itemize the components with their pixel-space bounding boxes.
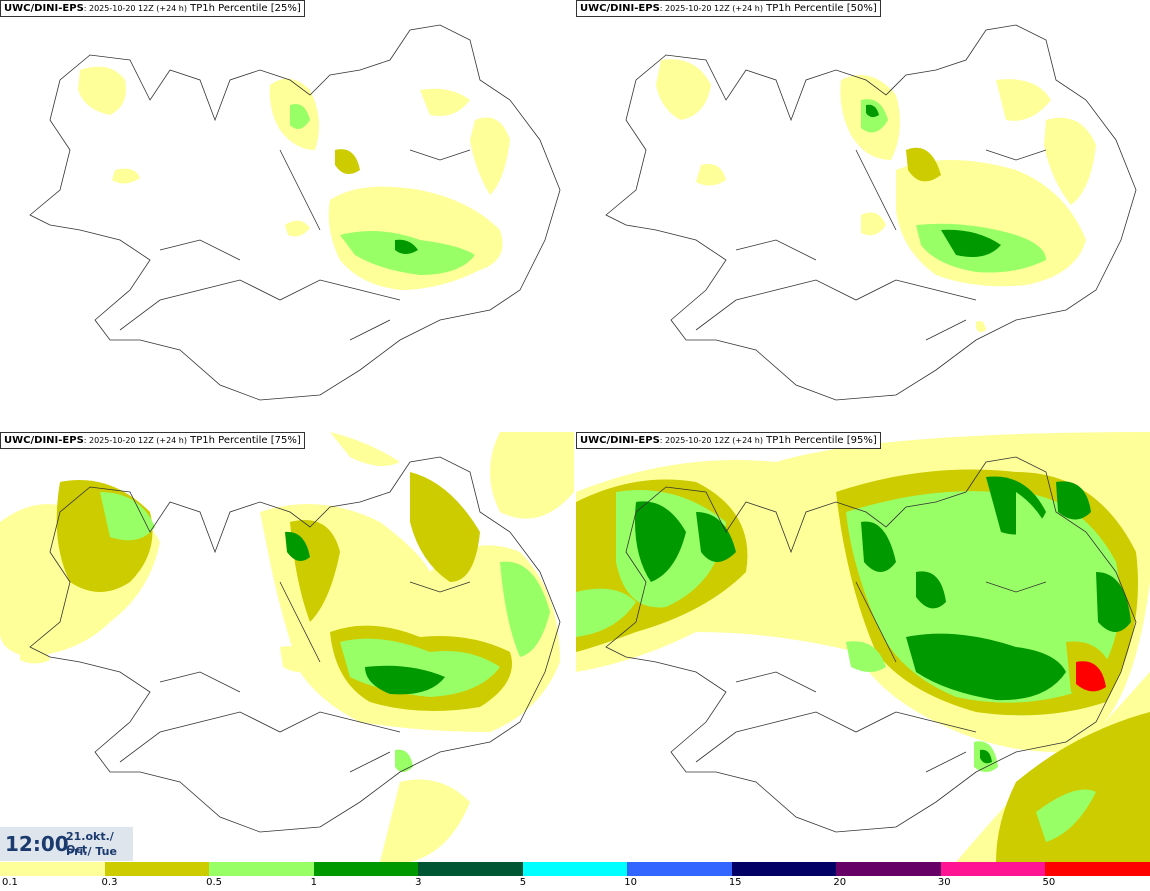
legend-swatch — [1045, 862, 1150, 876]
legend-swatch — [940, 862, 1046, 876]
map-panel-p50: UWC/DINI-EPS: 2025-10-20 12Z (+24 h) TP1… — [576, 0, 1150, 430]
map-panel-p75: UWC/DINI-EPS: 2025-10-20 12Z (+24 h) TP1… — [0, 432, 574, 862]
panel-title: UWC/DINI-EPS: 2025-10-20 12Z (+24 h) TP1… — [0, 432, 305, 449]
legend-tick: 30 — [937, 877, 951, 888]
model-name: UWC/DINI-EPS — [4, 435, 84, 446]
map-panel-p25: UWC/DINI-EPS: 2025-10-20 12Z (+24 h) TP1… — [0, 0, 574, 430]
legend-swatch — [418, 862, 524, 876]
legend-swatch — [522, 862, 628, 876]
valid-date: 21.okt./ Oct — [66, 830, 114, 856]
legend-tick: 3 — [415, 877, 422, 888]
legend-ticks: 0.1 0.3 0.5 1 3 5 10 15 20 30 50 — [0, 876, 1150, 891]
legend-tick: 0.3 — [101, 877, 118, 888]
model-name: UWC/DINI-EPS — [4, 3, 84, 14]
legend-swatch — [104, 862, 210, 876]
legend-swatch — [0, 862, 106, 876]
field-name: TP1h Percentile [75%] — [186, 435, 301, 446]
legend-swatch — [731, 862, 837, 876]
run-info: : 2025-10-20 12Z (+24 h) — [83, 436, 187, 445]
coastline — [29, 24, 561, 401]
legend-tick: 5 — [519, 877, 527, 888]
legend-swatch — [627, 862, 733, 876]
legend-swatch — [209, 862, 315, 876]
field-name: TP1h Percentile [95%] — [762, 435, 877, 446]
panel-title: UWC/DINI-EPS: 2025-10-20 12Z (+24 h) TP1… — [576, 0, 881, 17]
coastline — [605, 24, 1137, 401]
model-name: UWC/DINI-EPS — [580, 3, 660, 14]
valid-hour: 12:00 — [5, 832, 69, 856]
precip-map-p75 — [0, 432, 574, 862]
panel-title: UWC/DINI-EPS: 2025-10-20 12Z (+24 h) TP1… — [0, 0, 305, 17]
legend-swatch — [836, 862, 942, 876]
coastline — [29, 456, 561, 833]
field-name: TP1h Percentile [25%] — [186, 3, 301, 14]
legend-tick: 20 — [833, 877, 847, 888]
run-info: : 2025-10-20 12Z (+24 h) — [659, 4, 763, 13]
precip-fill — [656, 59, 1096, 333]
precip-fill — [78, 66, 510, 290]
precip-fill — [0, 432, 574, 862]
legend-swatch — [313, 862, 419, 876]
field-name: TP1h Percentile [50%] — [762, 3, 877, 14]
legend-tick: 50 — [1042, 877, 1056, 888]
precip-map-p95 — [576, 432, 1150, 862]
legend-tick: 0.1 — [2, 877, 18, 888]
precip-fill — [576, 432, 1150, 862]
color-legend — [0, 862, 1150, 876]
legend-tick: 15 — [728, 877, 742, 888]
model-name: UWC/DINI-EPS — [580, 435, 660, 446]
panel-title: UWC/DINI-EPS: 2025-10-20 12Z (+24 h) TP1… — [576, 432, 881, 449]
map-panel-p95: UWC/DINI-EPS: 2025-10-20 12Z (+24 h) TP1… — [576, 432, 1150, 862]
legend-tick: 0.5 — [206, 877, 222, 888]
run-info: : 2025-10-20 12Z (+24 h) — [659, 436, 763, 445]
coastline — [605, 456, 1137, 833]
legend-tick: 10 — [624, 877, 637, 888]
valid-weekday: Þri./ Tue — [66, 845, 117, 858]
valid-time-box: 12:00 21.okt./ Oct Þri./ Tue — [0, 827, 133, 861]
legend-tick: 1 — [310, 877, 317, 888]
precip-map-p50 — [605, 24, 1137, 401]
precip-map-p25 — [29, 24, 561, 401]
run-info: : 2025-10-20 12Z (+24 h) — [83, 4, 187, 13]
